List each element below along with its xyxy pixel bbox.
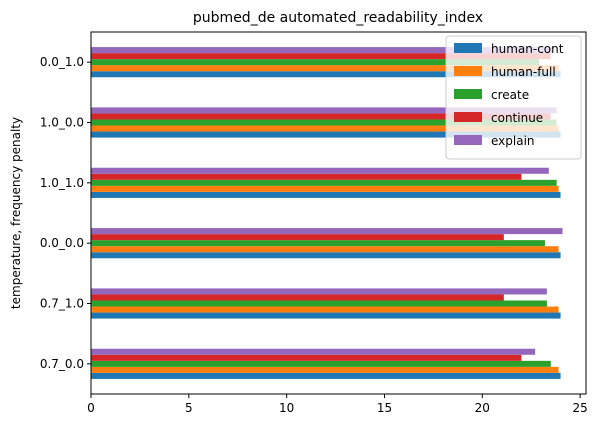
- bar-human-cont-0.0_1.0: [91, 71, 561, 78]
- bar-continue-1.0_1.0: [91, 173, 522, 180]
- bar-explain-0.7_1.0: [91, 288, 547, 295]
- y-ticks: 0.0_1.0 1.0_0.0 1.0_1.0 0.0_0.0 0.7_1.0 0.7_0…: [40, 55, 91, 371]
- bar-create-1.0_1.0: [91, 179, 557, 186]
- bar-create-0.0_1.0: [91, 59, 540, 66]
- bar-continue-1.0_0.0: [91, 113, 551, 120]
- plot-frame: [90, 31, 587, 395]
- legend-label: human-full: [491, 65, 556, 79]
- legend-label: create: [491, 88, 529, 102]
- bar-explain-1.0_0.0: [91, 107, 557, 114]
- bars-layer: [91, 47, 563, 379]
- legend: human-cont human-full create continue explai…: [445, 35, 582, 160]
- bar-human-full-1.0_0.0: [91, 125, 559, 132]
- bar-continue-0.7_0.0: [91, 354, 522, 361]
- bar-continue-0.7_1.0: [91, 294, 504, 301]
- legend-swatch: [454, 89, 482, 99]
- bar-human-cont-0.0_0.0: [91, 252, 561, 259]
- x-tick-label: 20: [475, 401, 490, 415]
- bar-human-full-0.0_0.0: [91, 246, 559, 253]
- x-tick-label: 10: [279, 401, 294, 415]
- bar-human-cont-0.7_0.0: [91, 372, 561, 379]
- legend-swatch: [454, 135, 482, 145]
- bar-create-1.0_0.0: [91, 119, 557, 126]
- bar-human-full-1.0_1.0: [91, 185, 559, 192]
- bar-human-full-0.0_1.0: [91, 65, 559, 72]
- x-ticks: 0 5 10 15 20 25: [87, 394, 588, 415]
- y-tick-label: 0.7_0.0: [40, 357, 84, 371]
- chart-title: pubmed_de automated_readability_index: [193, 10, 483, 26]
- bar-human-full-0.7_1.0: [91, 306, 559, 313]
- bar-create-0.0_0.0: [91, 240, 545, 247]
- legend-label: human-cont: [491, 42, 564, 56]
- y-tick-label: 1.0_0.0: [40, 116, 84, 130]
- legend-swatch: [454, 112, 482, 122]
- legend-label: continue: [491, 111, 543, 125]
- x-tick-label: 15: [377, 401, 392, 415]
- bar-continue-0.0_0.0: [91, 234, 504, 241]
- bar-human-cont-1.0_1.0: [91, 191, 561, 198]
- bar-explain-0.0_0.0: [91, 228, 563, 235]
- x-tick-label: 5: [185, 401, 193, 415]
- y-tick-label: 0.0_1.0: [40, 55, 84, 69]
- y-tick-label: 0.0_0.0: [40, 236, 84, 250]
- bar-create-0.7_0.0: [91, 360, 551, 367]
- legend-swatch: [454, 43, 482, 53]
- bar-human-full-0.7_0.0: [91, 366, 559, 373]
- bar-create-0.7_1.0: [91, 300, 547, 307]
- bar-explain-0.7_0.0: [91, 348, 536, 355]
- x-tick-label: 0: [87, 401, 95, 415]
- x-tick-label: 25: [572, 401, 587, 415]
- bar-explain-0.0_1.0: [91, 47, 553, 54]
- bar-human-cont-1.0_0.0: [91, 131, 561, 138]
- y-tick-label: 1.0_1.0: [40, 176, 84, 190]
- y-tick-label: 0.7_1.0: [40, 297, 84, 311]
- legend-label: explain: [491, 134, 535, 148]
- y-axis-label: temperature, frequency penalty: [9, 117, 23, 309]
- legend-swatch: [454, 66, 482, 76]
- bar-explain-1.0_1.0: [91, 167, 549, 174]
- bar-human-cont-0.7_1.0: [91, 312, 561, 319]
- bar-continue-0.0_1.0: [91, 53, 551, 60]
